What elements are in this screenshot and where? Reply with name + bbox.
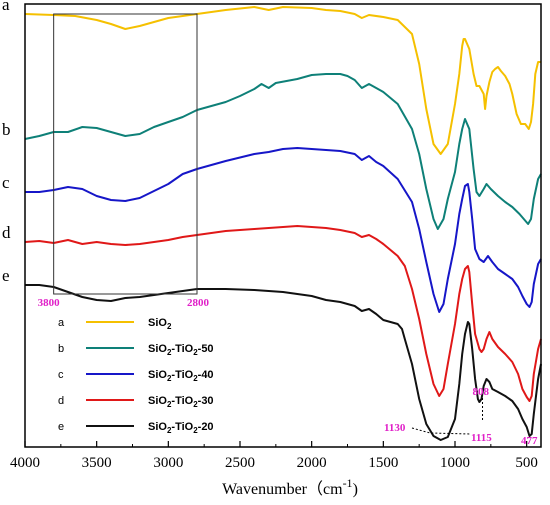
- x-tick-label: 500: [515, 455, 538, 471]
- x-tick-label: 4000: [10, 455, 40, 471]
- series-a-line: [24, 6, 541, 155]
- series-d-line: [24, 225, 542, 402]
- legend-letter-d: d: [58, 395, 64, 407]
- annotation-808: 808: [473, 386, 490, 398]
- inset-box-start-label: 3800: [38, 297, 61, 309]
- x-tick-label: 3500: [82, 455, 112, 471]
- series-layer: a b c d e: [2, 0, 542, 441]
- plot-frame: [24, 3, 542, 448]
- annotation-1115: 1115: [471, 432, 492, 444]
- x-tick-label: 2000: [297, 455, 327, 471]
- annotation-1130-leader: [411, 427, 471, 435]
- legend-letter-c: c: [58, 369, 64, 381]
- x-axis: 4000 3500 3000 2500 2000 1500 1000 500: [10, 3, 542, 471]
- annotation-1130: 1130: [384, 422, 406, 434]
- x-tick-label: 3000: [153, 455, 183, 471]
- legend-letter-b: b: [58, 343, 64, 355]
- annotation-477: 477: [521, 435, 538, 447]
- series-d-letter: d: [2, 223, 11, 242]
- legend-label-d: SiO2-TiO2-30: [148, 395, 214, 409]
- inset-box: [53, 13, 198, 295]
- inset-box-end-label: 2800: [187, 297, 210, 309]
- series-c-letter: c: [2, 173, 10, 192]
- series-e-line: [25, 284, 542, 441]
- series-b-line: [24, 73, 542, 230]
- legend-label-c: SiO2-TiO2-40: [148, 369, 214, 383]
- legend-label-a: SiO2: [148, 317, 172, 331]
- legend-letter-e: e: [58, 421, 64, 433]
- legend-label-e: SiO2-TiO2-20: [148, 421, 214, 435]
- series-e-letter: e: [2, 266, 10, 285]
- legend-letter-a: a: [58, 317, 65, 329]
- series-b-letter: b: [2, 120, 11, 139]
- inset-box-layer: 3800 2800: [38, 13, 210, 309]
- x-axis-label: Wavenumber（cm-1): [222, 476, 358, 498]
- series-c-line: [25, 147, 542, 313]
- annotation-layer: 1130 1115 808 477: [384, 386, 538, 447]
- series-a-letter: a: [2, 0, 10, 14]
- x-tick-label: 2500: [225, 455, 255, 471]
- legend: a SiO2 b SiO2-TiO2-50 c SiO2-TiO2-40 d SiO2-TiO…: [58, 317, 214, 435]
- x-tick-label: 1000: [440, 455, 470, 471]
- legend-label-b: SiO2-TiO2-50: [148, 343, 214, 357]
- x-tick-label: 1500: [368, 455, 398, 471]
